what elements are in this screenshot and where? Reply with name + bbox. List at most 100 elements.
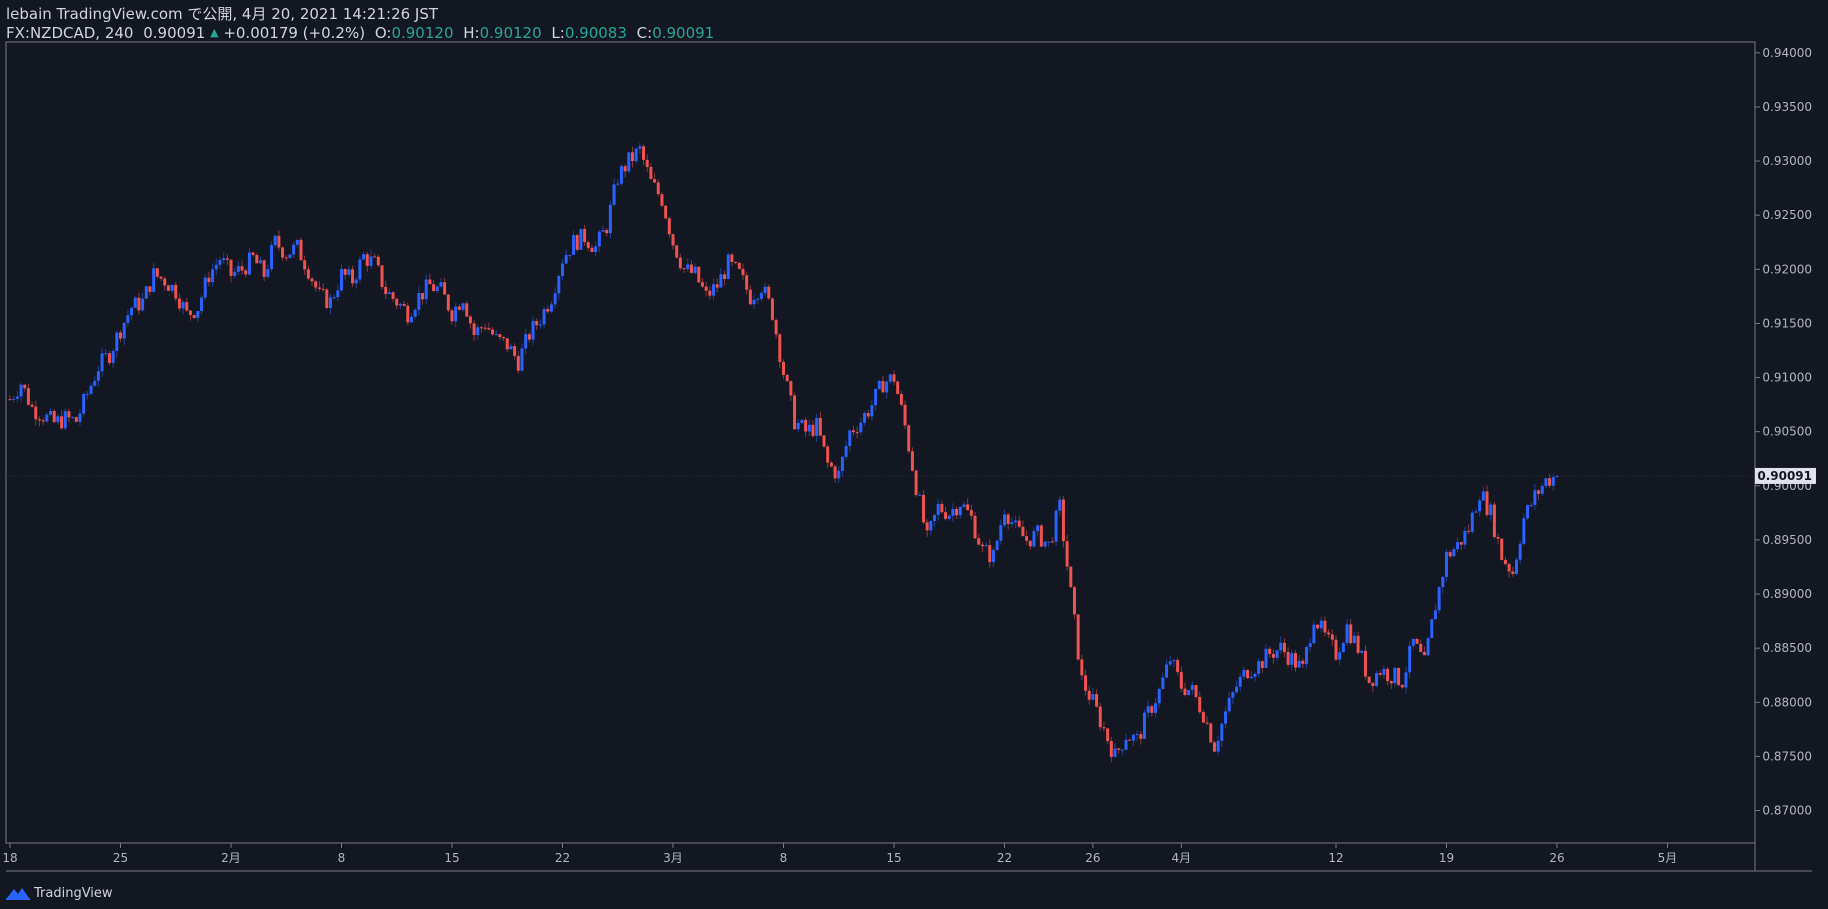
- candle-body: [1404, 672, 1408, 688]
- symbol-name[interactable]: FX:NZDCAD, 240: [6, 24, 134, 42]
- candle-body: [1028, 540, 1032, 547]
- candle-body: [1441, 576, 1445, 588]
- current-price-tag: [1755, 467, 1816, 484]
- candle-body: [225, 258, 229, 260]
- candle-body: [23, 384, 27, 389]
- candle-body: [1408, 645, 1412, 673]
- candle-body: [594, 246, 598, 252]
- candle-body: [759, 292, 763, 299]
- candle-body: [627, 152, 631, 172]
- candle-body: [1043, 541, 1047, 547]
- candle-body: [999, 525, 1003, 541]
- candle-body: [1330, 634, 1334, 640]
- candle-body: [152, 268, 156, 292]
- candle-body: [1489, 504, 1493, 515]
- candle-body: [34, 406, 38, 420]
- candle-body: [148, 286, 152, 292]
- candle-body: [712, 284, 716, 296]
- candle-body: [104, 353, 108, 355]
- candle-body: [1224, 711, 1227, 724]
- candle-body: [1371, 682, 1375, 687]
- candle-body: [1411, 638, 1415, 646]
- candle-body: [1467, 530, 1471, 532]
- candle-body: [1430, 619, 1434, 639]
- candle-body: [1032, 531, 1036, 547]
- candle-body: [693, 266, 697, 273]
- y-tick-label: 0.87000: [1762, 804, 1812, 818]
- candle-body: [292, 244, 296, 255]
- candle-body: [1341, 643, 1345, 653]
- candle-body: [561, 263, 564, 277]
- candle-body: [74, 417, 78, 422]
- candle-body: [936, 503, 940, 515]
- candle-body: [26, 388, 30, 405]
- candle-body: [365, 254, 369, 266]
- candle-body: [770, 298, 774, 320]
- candle-body: [1526, 505, 1530, 519]
- candle-body: [649, 167, 653, 180]
- candle-body: [1470, 512, 1474, 532]
- candle-body: [1540, 485, 1544, 494]
- candle-body: [851, 430, 855, 433]
- candle-body: [907, 425, 911, 452]
- candle-body: [700, 282, 704, 287]
- candle-body: [958, 506, 962, 516]
- low-label: L:: [551, 24, 565, 42]
- y-tick-label: 0.93500: [1762, 100, 1812, 114]
- candle-body: [572, 235, 576, 255]
- candle-body: [317, 287, 321, 289]
- candle-body: [281, 247, 285, 258]
- candle-body: [815, 417, 819, 436]
- candle-body: [874, 388, 878, 406]
- candle-body: [45, 414, 49, 422]
- candle-body: [1061, 499, 1065, 542]
- candle-body: [421, 293, 425, 300]
- candle-body: [133, 297, 137, 308]
- x-tick-label: 2月: [221, 851, 241, 865]
- candle-body: [804, 419, 808, 432]
- candle-body: [778, 334, 782, 362]
- tradingview-footer[interactable]: TradingView: [6, 885, 113, 901]
- candle-body: [435, 286, 439, 292]
- candle-body: [413, 309, 417, 317]
- candle-body: [973, 515, 977, 539]
- candle-body: [704, 286, 708, 291]
- candle-body: [1150, 706, 1154, 713]
- candle-body: [1378, 673, 1382, 675]
- candle-body: [1426, 638, 1430, 656]
- candle-body: [723, 274, 727, 279]
- candle-body: [258, 260, 262, 264]
- candle-body: [921, 494, 925, 523]
- candle-body: [1021, 526, 1025, 537]
- candle-body: [218, 260, 222, 265]
- candle-body: [1264, 648, 1268, 668]
- candle-body: [671, 234, 675, 246]
- candle-body: [1448, 552, 1452, 557]
- y-tick-label: 0.90500: [1762, 425, 1812, 439]
- candle-body: [863, 413, 867, 423]
- candle-body: [741, 268, 745, 276]
- candle-body: [509, 346, 513, 350]
- candle-body: [63, 411, 67, 429]
- candle-body: [1503, 559, 1507, 565]
- candle-body: [343, 269, 347, 275]
- price-change: +0.00179 (+0.2%): [223, 24, 366, 42]
- candle-body: [505, 338, 509, 350]
- candle-body: [653, 179, 657, 183]
- x-tick-label: 22: [997, 851, 1012, 865]
- candle-body: [93, 380, 97, 386]
- candle-body: [303, 260, 307, 270]
- candle-body: [288, 254, 292, 258]
- candle-body: [1500, 538, 1504, 560]
- x-tick-label: 22: [555, 851, 570, 865]
- candle-body: [1157, 688, 1161, 704]
- candle-body: [41, 420, 45, 422]
- candle-body: [623, 166, 627, 172]
- candle-body: [1183, 688, 1187, 695]
- candle-body: [1474, 511, 1478, 513]
- candle-body: [914, 470, 918, 496]
- candle-body: [295, 239, 299, 245]
- candle-body: [15, 396, 19, 399]
- candle-body: [395, 298, 399, 306]
